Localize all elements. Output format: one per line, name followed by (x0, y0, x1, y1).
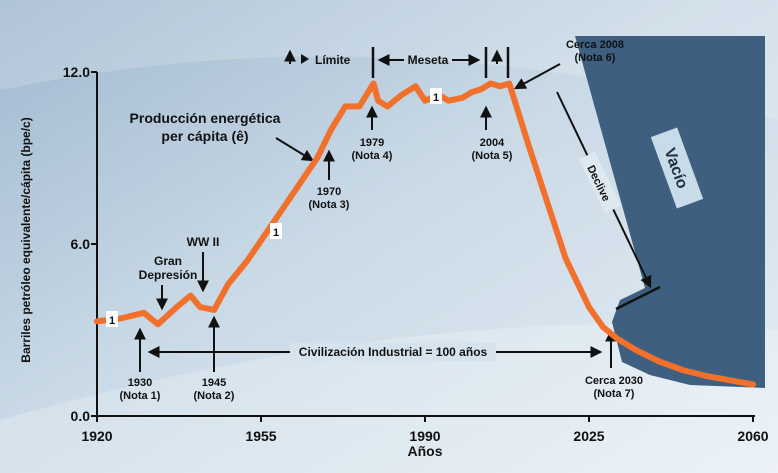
x-tick-label: 2060 (737, 428, 768, 444)
produccion-arrow (275, 137, 315, 162)
annotations: Gran Depresión WW II Producción energética p… (120, 39, 661, 402)
cerca2030-label: Cerca 2030 (Nota 7) (585, 375, 643, 400)
declive-label-bg (578, 151, 622, 214)
gran-depresion-label: Gran Depresión (139, 254, 198, 282)
civilizacion-label: Civilización Industrial = 100 años (299, 345, 488, 359)
series-group (94, 80, 756, 388)
ww2-label: WW II (187, 235, 220, 249)
cerca2008-label: Cerca 2008 (Nota 6) (566, 39, 624, 64)
y-tick-label: 6.0 (71, 236, 91, 252)
background-swoosh (0, 324, 778, 473)
y-tick-label: 12.0 (63, 64, 90, 80)
meseta-label: Meseta (408, 53, 449, 67)
pulse-label: 1 (433, 92, 439, 104)
n2004-label: 2004 (Nota 5) (472, 137, 513, 162)
pulse-labels: 1 1 1 (106, 88, 442, 327)
n1930-label: 1930 (Nota 1) (120, 377, 161, 402)
x-axis-label: Años (408, 443, 443, 459)
x-tick-label: 1990 (409, 428, 440, 444)
axis-ticks: 1920 1955 1990 2025 2060 0.0 6.0 12.0 (63, 64, 769, 444)
series-line-produccion (94, 80, 756, 388)
n1945-label: 1945 (Nota 2) (194, 377, 235, 402)
vacio-region (575, 36, 765, 388)
declive-bar (615, 285, 661, 311)
x-tick-label: 1955 (245, 428, 276, 444)
limite-pointer-icon (301, 54, 309, 64)
cerca2008-arrow (513, 63, 561, 90)
pulse-box (270, 223, 282, 239)
y-tick-label: 0.0 (71, 408, 91, 424)
civilizacion-label-bg (290, 343, 496, 361)
x-tick-label: 2025 (573, 428, 604, 444)
limite-label: Límite (315, 53, 351, 67)
n1970-label: 1970 (Nota 3) (309, 186, 350, 211)
n1979-label: 1979 (Nota 4) (352, 137, 393, 162)
x-tick-label: 1920 (81, 428, 112, 444)
produccion-label: Producción energética per cápita (ê) (130, 110, 281, 144)
background-swoosh (0, 0, 778, 120)
pulse-label: 1 (273, 227, 279, 239)
pulse-label: 1 (109, 315, 115, 327)
pulse-box (106, 311, 118, 327)
y-axis-label: Barriles petróleo equivalente/cápita (bp… (19, 117, 33, 362)
pulse-box (430, 88, 442, 104)
